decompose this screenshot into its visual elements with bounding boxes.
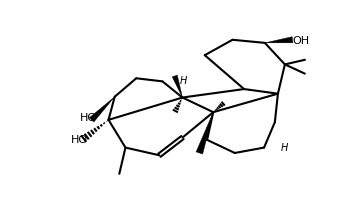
- Text: HO: HO: [80, 113, 97, 123]
- Text: H: H: [180, 76, 188, 86]
- Text: H: H: [280, 143, 288, 152]
- Text: HO: HO: [70, 135, 88, 145]
- Polygon shape: [196, 112, 213, 154]
- Polygon shape: [265, 37, 293, 43]
- Polygon shape: [89, 97, 115, 122]
- Text: OH: OH: [293, 36, 310, 46]
- Polygon shape: [172, 75, 182, 98]
